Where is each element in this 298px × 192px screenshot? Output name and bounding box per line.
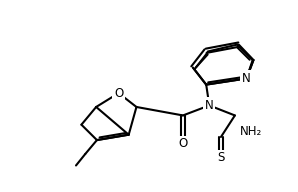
Text: NH₂: NH₂	[240, 125, 262, 138]
Text: N: N	[205, 99, 214, 112]
Text: O: O	[178, 137, 187, 150]
Text: O: O	[114, 87, 123, 100]
Text: S: S	[217, 151, 225, 164]
Text: N: N	[242, 72, 251, 85]
